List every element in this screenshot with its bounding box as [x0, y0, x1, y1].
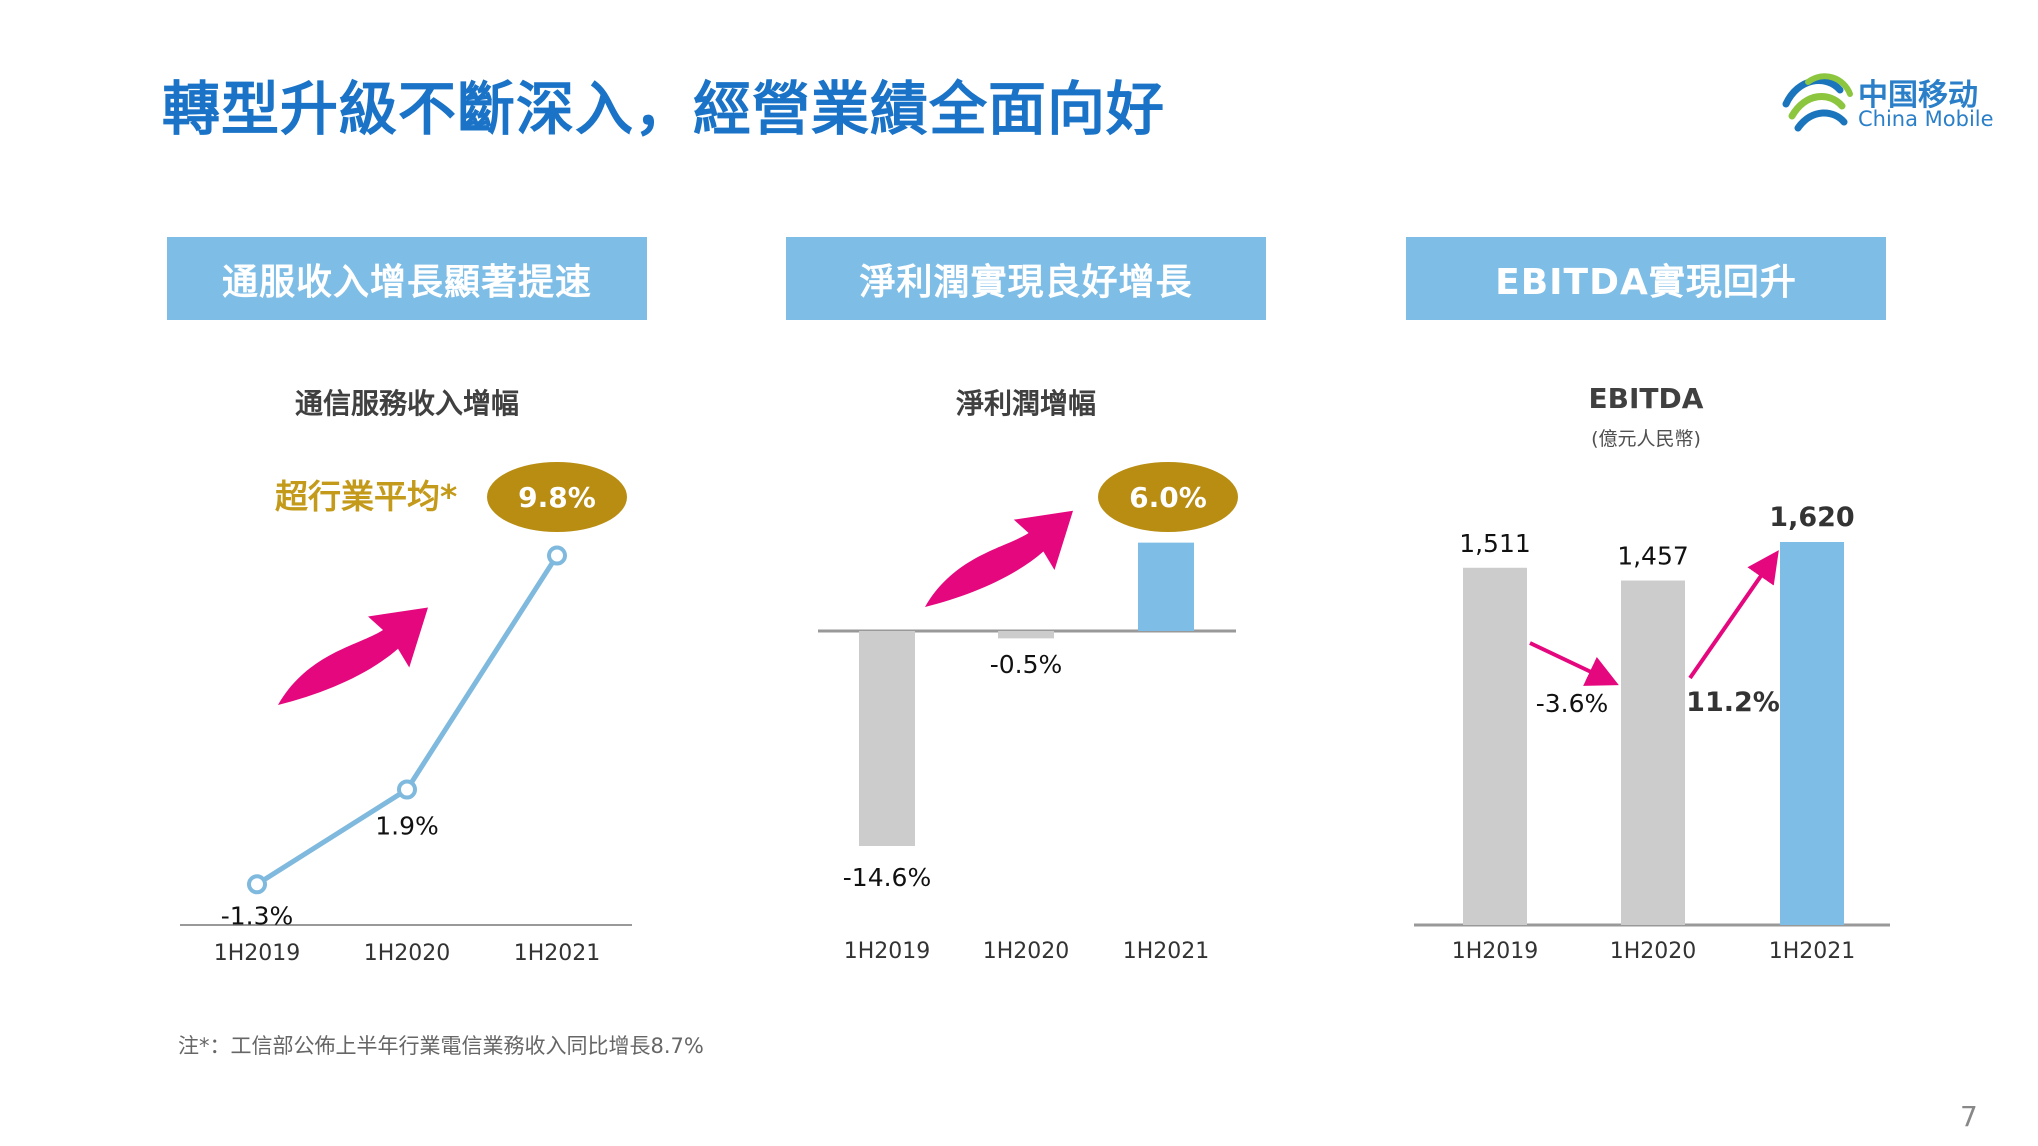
page-title: 轉型升級不斷深入，經營業績全面向好 — [162, 75, 1166, 143]
chart-3-label-1: 1,511 — [1459, 529, 1531, 558]
chart-1-highlight-label: 9.8% — [518, 481, 596, 514]
chart-3-x-tick-1: 1H2019 — [1452, 939, 1539, 964]
chart-3-label-2: 1,457 — [1617, 542, 1689, 571]
chart-1-annotation: 超行業平均* — [275, 477, 457, 516]
chart-2-x-tick-1: 1H2019 — [844, 939, 931, 964]
logo-text-chinese: 中国移动 — [1858, 78, 1978, 113]
chart-2-growth-arrow-icon — [925, 510, 1073, 607]
chart-2-label-1: -14.6% — [843, 863, 931, 892]
chart-2-x-tick-3: 1H2021 — [1123, 939, 1210, 964]
chart-3-rise-arrow-icon — [1688, 550, 1779, 680]
chart-1-title: 通信服務收入增幅 — [294, 387, 520, 420]
chart-3-x-tick-3: 1H2021 — [1769, 939, 1856, 964]
footnote: 注*：工信部公佈上半年行業電信業務收入同比增長8.7% — [178, 1034, 704, 1058]
chart-1-label-2: 1.9% — [375, 812, 439, 841]
chart-2-highlight-badge — [1098, 462, 1238, 532]
chart-2-bar-3 — [1138, 542, 1194, 631]
logo-text-english: China Mobile — [1858, 107, 1994, 131]
chart-3-subtitle: (億元人民幣) — [1591, 428, 1701, 450]
chart-3-title: EBITDA — [1588, 382, 1704, 415]
chart-2-net-profit-growth: 1H2019 1H2020 1H2021 -14.6% -0.5% 6.0% — [818, 462, 1238, 964]
china-mobile-logo-icon — [1782, 73, 1853, 132]
chart-3-label-3: 1,620 — [1769, 502, 1854, 533]
chart-3-bar-3 — [1780, 542, 1844, 925]
banner-net-profit: 淨利潤實現良好增長 — [786, 237, 1266, 320]
chart-1-point-3 — [547, 545, 567, 566]
chart-3-change-2: 11.2% — [1686, 687, 1780, 718]
chart-1-x-tick-1: 1H2019 — [214, 941, 301, 966]
chart-1-x-tick-3: 1H2021 — [514, 941, 601, 966]
chart-3-decline-arrow-icon — [1529, 641, 1619, 686]
banner-ebitda: EBITDA實現回升 — [1406, 237, 1886, 320]
chart-1-point-1 — [247, 874, 267, 895]
chart-2-title: 淨利潤增幅 — [955, 387, 1097, 420]
chart-1-point-2 — [397, 779, 417, 800]
chart-3-x-tick-2: 1H2020 — [1610, 939, 1697, 964]
chart-2-highlight-label: 6.0% — [1129, 481, 1207, 514]
chart-3-change-1: -3.6% — [1536, 689, 1609, 718]
chart-1-x-tick-2: 1H2020 — [364, 941, 451, 966]
chart-2-bar-2 — [998, 631, 1054, 639]
chart-2-label-2: -0.5% — [990, 650, 1063, 679]
chart-1-growth-arrow-icon — [278, 607, 428, 705]
chart-1-highlight-badge — [487, 462, 627, 532]
chart-2-bar-1 — [859, 631, 915, 846]
chart-3-bar-1 — [1463, 567, 1527, 925]
banner-service-revenue: 通服收入增長顯著提速 — [167, 237, 647, 320]
chart-1-service-revenue-growth: 1H2019 1H2020 1H2021 -1.3% 1.9% 9.8% 超行業平均* — [180, 462, 632, 966]
chart-2-x-tick-2: 1H2020 — [983, 939, 1070, 964]
chart-1-label-1: -1.3% — [221, 901, 294, 930]
chart-3-ebitda: 1H2019 1,511 1H2020 1,457 1H2021 1,620 -3.6% 11… — [1414, 502, 1890, 964]
page-number: 7 — [1960, 1100, 1978, 1133]
chart-3-bar-2 — [1621, 580, 1685, 925]
